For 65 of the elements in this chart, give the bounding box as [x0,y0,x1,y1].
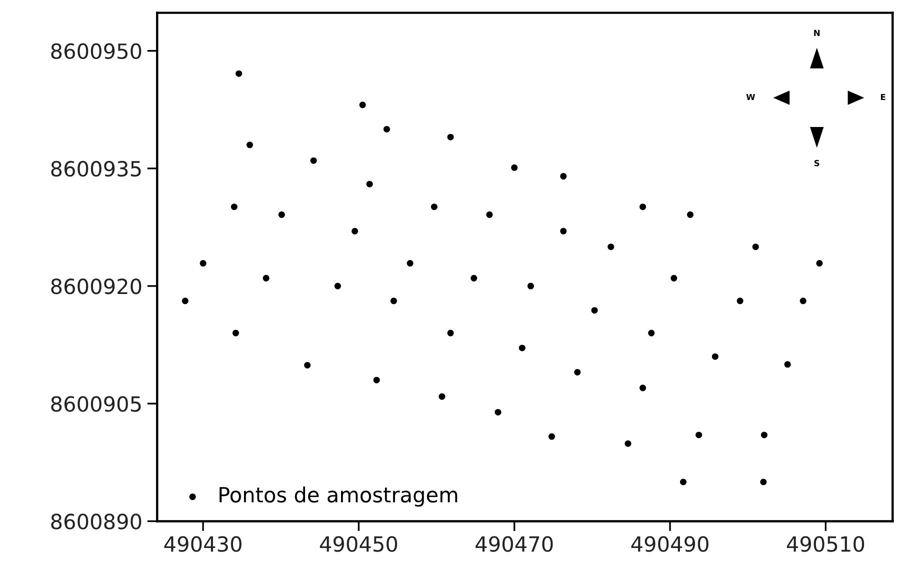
point [200,260,206,267]
point [383,126,390,132]
point [310,157,317,164]
point [800,298,806,304]
point [712,353,718,360]
y-tick-label: 8600920 [51,278,142,294]
point [680,478,687,486]
y-tick-label: 8600905 [51,396,141,412]
legend-label: Pontos de amostragem [220,486,458,507]
point [560,173,567,180]
point [447,134,454,140]
point [262,274,270,282]
annotation: S [814,160,820,166]
point [406,260,414,267]
point [278,211,285,218]
point [511,164,518,171]
point [574,369,581,376]
point [760,478,767,486]
point [696,432,702,438]
y-tick-label: 8600950 [51,43,142,60]
point [359,102,366,108]
point [236,70,242,77]
point [390,298,397,304]
point [640,384,646,392]
point [560,228,567,234]
point [518,344,526,352]
point [760,432,768,438]
point [447,330,454,336]
point [494,408,502,416]
point [373,376,380,384]
point [648,330,655,336]
point [527,282,534,290]
point [352,228,358,234]
point [784,361,791,368]
point [366,180,373,188]
point [230,204,238,210]
point [736,298,744,304]
point [752,244,759,250]
point [182,298,188,304]
y-tick-label: 8600890 [51,514,142,530]
point [334,282,341,290]
x-tick-label: 490450 [320,536,398,552]
annotation: N [814,30,820,36]
y-tick-label: 8600935 [51,160,141,177]
point [548,433,555,440]
x-tick-label: 490470 [476,536,553,552]
point [246,142,254,148]
point [470,274,478,282]
point [608,244,614,250]
annotation: E [880,94,886,100]
point [687,211,694,218]
point [304,362,311,368]
point [640,204,646,210]
x-tick-label: 490510 [786,536,864,552]
x-tick-label: 490430 [164,536,242,552]
point [438,393,446,400]
point [816,260,823,267]
point [624,440,632,447]
point [232,330,240,336]
point [591,307,598,314]
point [670,274,678,282]
point [486,211,493,218]
annotation: W [746,94,756,100]
point [430,204,438,210]
x-tick-label: 490490 [631,536,708,552]
